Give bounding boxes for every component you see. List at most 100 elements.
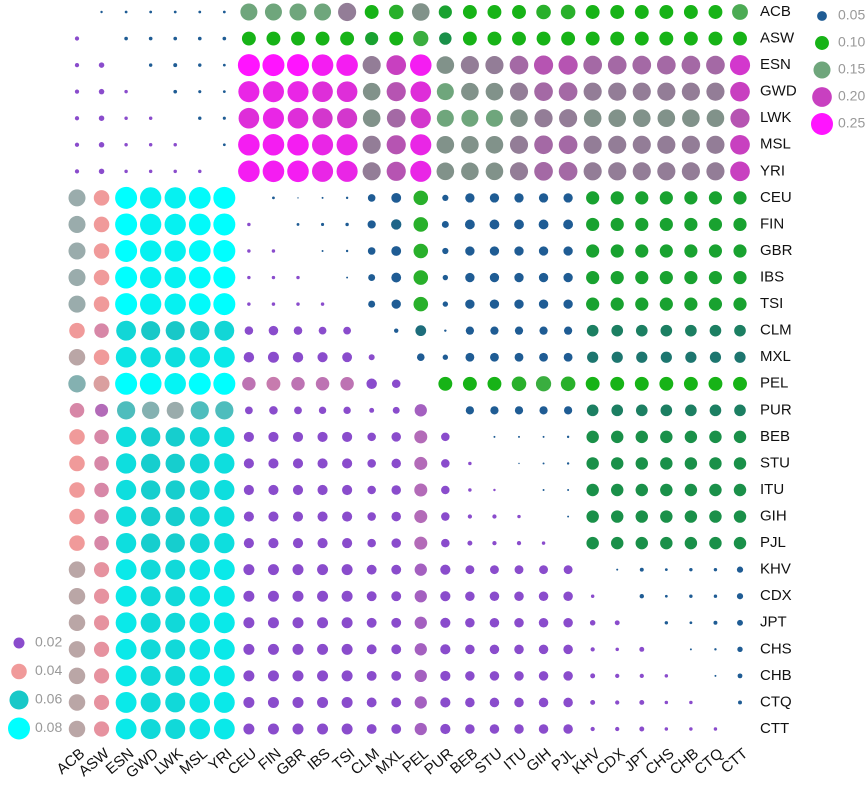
upper-dot bbox=[148, 63, 153, 67]
lower-dot bbox=[115, 372, 138, 395]
upper-dot bbox=[514, 219, 524, 230]
upper-dot bbox=[311, 54, 334, 76]
lower-dot bbox=[489, 724, 500, 734]
lower-dot bbox=[93, 588, 110, 604]
lower-dot bbox=[243, 723, 255, 735]
lower-dot bbox=[165, 665, 186, 686]
lower-dot bbox=[317, 352, 328, 363]
lower-dot bbox=[213, 612, 235, 634]
lower-dot bbox=[94, 482, 109, 498]
lower-dot bbox=[292, 564, 304, 576]
upper-dot bbox=[684, 483, 698, 497]
row-label: ESN bbox=[760, 56, 791, 73]
upper-dot bbox=[222, 143, 226, 147]
lower-dot bbox=[342, 458, 353, 469]
upper-dot bbox=[539, 352, 548, 362]
lower-dot bbox=[165, 480, 185, 500]
upper-dot bbox=[198, 10, 202, 14]
upper-dot bbox=[461, 109, 479, 127]
upper-dot bbox=[336, 81, 358, 102]
upper-dot bbox=[684, 270, 698, 285]
upper-dot bbox=[583, 135, 602, 154]
lower-dot bbox=[214, 453, 235, 474]
upper-dot bbox=[489, 193, 500, 203]
lower-dot bbox=[243, 431, 254, 442]
row-label: CEU bbox=[760, 189, 792, 206]
lower-dot bbox=[115, 506, 137, 527]
upper-dot bbox=[660, 483, 673, 497]
upper-dot bbox=[563, 193, 573, 203]
lower-dot bbox=[68, 189, 86, 207]
upper-dot bbox=[394, 328, 399, 333]
upper-dot bbox=[708, 217, 723, 232]
upper-dot bbox=[713, 620, 718, 625]
upper-dot bbox=[368, 300, 376, 308]
lower-dot bbox=[414, 404, 427, 417]
upper-dot bbox=[659, 376, 674, 391]
lower-dot bbox=[115, 293, 138, 316]
lower-dot bbox=[414, 510, 428, 524]
upper-dot bbox=[608, 109, 627, 128]
lower-dot bbox=[139, 372, 162, 395]
upper-dot bbox=[610, 5, 625, 19]
upper-dot bbox=[733, 510, 747, 523]
upper-dot bbox=[222, 116, 226, 120]
upper-dot bbox=[583, 109, 602, 128]
upper-dot bbox=[684, 191, 698, 205]
upper-dot bbox=[436, 135, 455, 154]
lower-dot bbox=[213, 559, 235, 581]
lower-dot bbox=[93, 721, 110, 737]
lower-dot bbox=[213, 585, 235, 607]
row-label: JPT bbox=[760, 614, 787, 631]
lower-dot bbox=[94, 323, 109, 338]
lower-dot bbox=[165, 639, 186, 660]
upper-dot bbox=[681, 162, 700, 181]
upper-dot bbox=[490, 326, 499, 335]
lower-dot bbox=[243, 458, 254, 469]
row-label: PJL bbox=[760, 534, 786, 551]
lower-dot bbox=[341, 696, 353, 708]
lower-dot bbox=[213, 240, 236, 262]
upper-dot bbox=[539, 326, 548, 335]
upper-dot bbox=[320, 222, 325, 227]
upper-dot bbox=[291, 31, 305, 46]
upper-dot bbox=[465, 352, 475, 362]
upper-dot bbox=[511, 376, 527, 392]
upper-dot bbox=[312, 134, 334, 156]
lower-dot bbox=[440, 670, 451, 681]
lower-dot bbox=[115, 559, 137, 581]
lower-dot bbox=[140, 480, 161, 500]
lower-dot bbox=[589, 620, 596, 626]
legend-dot bbox=[8, 717, 30, 740]
upper-dot bbox=[684, 297, 698, 311]
upper-dot bbox=[587, 351, 599, 363]
upper-dot bbox=[346, 276, 349, 279]
upper-dot bbox=[338, 2, 357, 22]
lower-dot bbox=[267, 617, 279, 629]
lower-dot bbox=[267, 564, 279, 576]
lower-dot bbox=[93, 562, 110, 578]
upper-dot bbox=[611, 404, 624, 417]
upper-dot bbox=[563, 352, 573, 362]
lower-dot bbox=[292, 538, 304, 549]
lower-dot bbox=[414, 563, 427, 576]
lower-dot bbox=[366, 378, 377, 389]
lower-dot bbox=[165, 692, 186, 713]
upper-dot bbox=[321, 250, 324, 252]
lower-dot bbox=[341, 643, 353, 655]
upper-dot bbox=[465, 246, 475, 256]
upper-dot bbox=[586, 191, 600, 205]
lower-dot bbox=[188, 213, 211, 236]
upper-dot bbox=[684, 536, 698, 550]
lower-dot bbox=[214, 320, 235, 341]
row-label: GBR bbox=[760, 242, 793, 259]
upper-dot bbox=[413, 296, 429, 312]
row-label: CTT bbox=[760, 720, 789, 737]
lower-dot bbox=[190, 320, 210, 341]
upper-dot bbox=[708, 191, 723, 205]
lower-dot bbox=[124, 89, 128, 94]
upper-dot bbox=[733, 457, 747, 470]
upper-dot bbox=[365, 31, 379, 46]
lower-dot bbox=[140, 586, 161, 607]
